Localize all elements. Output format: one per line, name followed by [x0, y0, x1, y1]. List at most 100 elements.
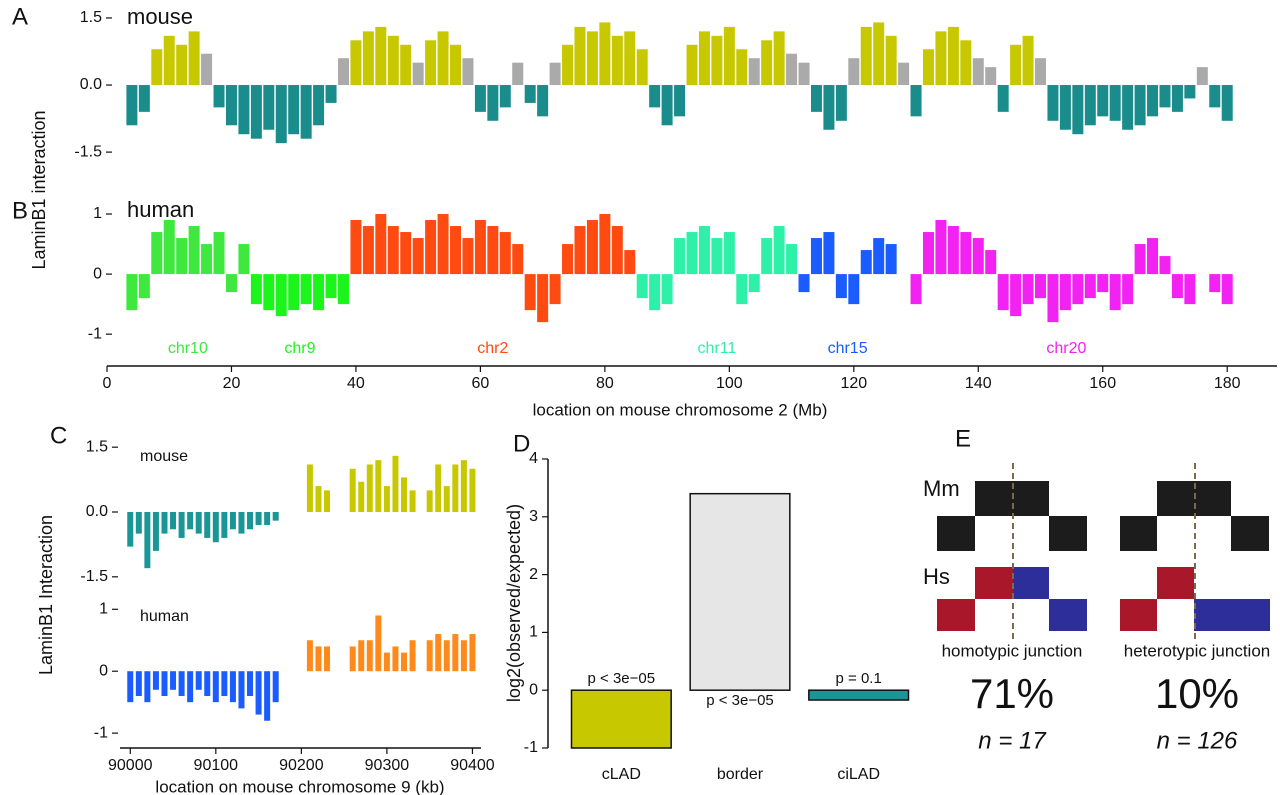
bar	[443, 640, 450, 672]
bar	[195, 671, 202, 690]
bar	[375, 26, 387, 86]
bar	[306, 464, 313, 512]
chart-title: human	[140, 608, 189, 625]
x-tick-label: 180	[1214, 375, 1241, 392]
x-tick-label: 160	[1089, 375, 1116, 392]
bar	[773, 31, 785, 86]
bar	[350, 40, 362, 86]
bar	[221, 671, 228, 696]
bar	[362, 226, 374, 275]
junction-percent: 10%	[1155, 670, 1239, 717]
bar	[400, 44, 412, 86]
bar	[823, 85, 835, 130]
bar	[574, 26, 586, 86]
bar	[275, 85, 287, 144]
bar	[1209, 85, 1221, 108]
x-tick-label: 60	[472, 375, 490, 392]
bar	[636, 274, 648, 299]
bar	[204, 512, 211, 538]
x-tick-label: 90100	[194, 757, 239, 774]
bar	[358, 481, 365, 512]
bar	[288, 85, 300, 135]
bar	[1035, 58, 1047, 86]
bar	[126, 85, 138, 126]
bar	[392, 455, 399, 512]
annotation: p < 3e−05	[588, 670, 656, 687]
bar	[250, 274, 262, 305]
bar	[255, 671, 262, 715]
x-tick-label: 80	[596, 375, 614, 392]
bar	[586, 220, 598, 275]
bar	[810, 85, 822, 112]
x-tick-label: 100	[716, 375, 743, 392]
bar	[176, 44, 188, 86]
bar	[443, 486, 450, 512]
bar	[686, 44, 698, 86]
bar	[562, 44, 574, 86]
bar	[362, 31, 374, 86]
bar	[674, 85, 686, 117]
bar	[1047, 274, 1059, 323]
bar	[798, 62, 810, 86]
bar	[885, 244, 897, 275]
bar	[649, 274, 661, 311]
bar	[786, 244, 798, 275]
y-tick-label: 4	[529, 450, 538, 467]
bar	[1159, 256, 1171, 275]
bar	[711, 35, 723, 86]
bar	[570, 689, 672, 749]
y-tick-label: 0.0	[80, 76, 102, 93]
bar	[170, 671, 177, 690]
junction-percent: 71%	[970, 670, 1054, 717]
bar	[1147, 85, 1159, 117]
bar	[1159, 85, 1171, 108]
bar	[213, 85, 225, 108]
junction-title: homotypic junction	[942, 641, 1083, 660]
y-axis-label: log2(observed/expected)	[504, 504, 524, 702]
bar	[698, 31, 710, 86]
bar	[401, 652, 408, 672]
y-tick-label: -1.5	[80, 568, 108, 585]
bar	[935, 220, 947, 275]
bar	[723, 232, 735, 275]
bar	[1010, 44, 1022, 86]
bar	[213, 232, 225, 275]
bar	[885, 35, 897, 86]
bar	[611, 35, 623, 86]
bar	[176, 238, 188, 275]
bar	[524, 85, 536, 103]
bar	[848, 274, 860, 305]
bar	[537, 274, 549, 323]
bar	[313, 85, 325, 126]
bar	[272, 671, 279, 703]
bar	[1196, 67, 1208, 86]
x-tick-label: 0	[103, 375, 112, 392]
bar	[392, 646, 399, 672]
bar	[1147, 238, 1159, 275]
bar	[736, 49, 748, 86]
bar	[1022, 274, 1034, 305]
bar	[375, 460, 382, 512]
bar	[960, 40, 972, 86]
bar	[229, 671, 236, 703]
block	[1120, 599, 1157, 631]
bar	[649, 85, 661, 108]
bar	[985, 67, 997, 86]
bar	[204, 671, 211, 696]
bar	[997, 85, 1009, 112]
bar	[1084, 274, 1096, 299]
bar	[337, 274, 349, 305]
chart-title: mouse	[140, 448, 188, 465]
bar	[808, 689, 910, 701]
bar	[383, 486, 390, 512]
y-tick-label: -1	[524, 739, 538, 756]
bar	[736, 274, 748, 305]
y-tick-label: 0	[93, 265, 102, 282]
bar	[689, 492, 791, 691]
bar	[152, 671, 159, 690]
y-tick-label: 3	[529, 508, 538, 525]
bar	[387, 226, 399, 275]
bar	[324, 646, 331, 672]
x-tick-label: ciLAD	[837, 766, 880, 783]
bar	[250, 85, 262, 139]
